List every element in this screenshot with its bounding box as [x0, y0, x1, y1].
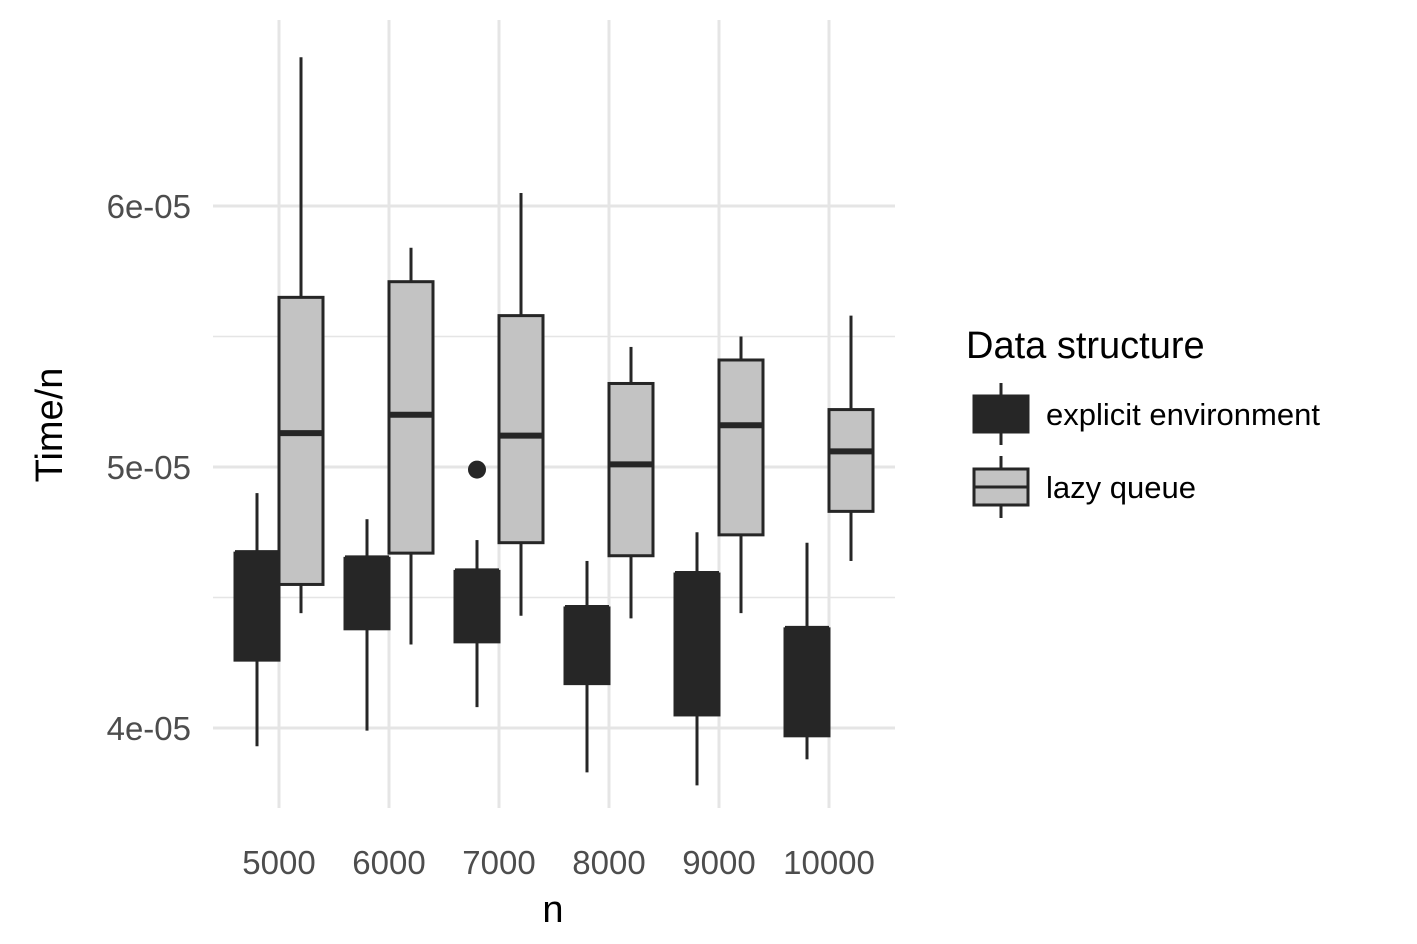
box-body: [233, 551, 281, 662]
minor-gridlines: [213, 335, 895, 599]
outlier-point: [468, 460, 486, 479]
legend-item-lazy-queue: lazy queue: [972, 456, 1196, 518]
y-tick-label: 5e-05: [107, 449, 191, 486]
box-body: [607, 381, 655, 558]
box-body: [343, 556, 391, 631]
legend: Data structure explicit environment lazy …: [966, 325, 1320, 518]
box-lazy-queue-10000: [827, 315, 875, 561]
box-lazy-queue-9000: [717, 336, 765, 614]
box-body: [827, 408, 875, 513]
box-body: [783, 627, 831, 738]
x-tick-label: 7000: [462, 844, 535, 881]
box-explicit-environment-10000: [783, 542, 831, 760]
box-explicit-environment-9000: [673, 532, 721, 786]
box-lazy-queue-7000: [497, 192, 545, 616]
legend-label: lazy queue: [1046, 470, 1196, 505]
x-tick-label: 5000: [242, 844, 315, 881]
y-tick-label: 6e-05: [107, 188, 191, 225]
box-body: [497, 314, 545, 545]
box-body: [563, 606, 611, 686]
legend-item-explicit-environment: explicit environment: [972, 383, 1320, 445]
x-tick-label: 6000: [352, 844, 425, 881]
legend-items: explicit environment lazy queue: [972, 383, 1320, 518]
x-axis-title: n: [542, 889, 563, 931]
x-tick-label: 10000: [783, 844, 875, 881]
box-explicit-environment-8000: [563, 560, 611, 773]
box-body: [673, 572, 721, 717]
y-tick-label: 4e-05: [107, 710, 191, 747]
box-lazy-queue-8000: [607, 346, 655, 619]
x-axis-ticks: 5000 6000 7000 8000 9000 10000: [242, 844, 875, 881]
box-lazy-queue-5000: [277, 57, 325, 614]
y-axis-ticks: 4e-05 5e-05 6e-05: [107, 188, 191, 747]
box-body: [453, 569, 501, 644]
box-body: [717, 358, 765, 537]
legend-title: Data structure: [966, 325, 1205, 367]
x-tick-label: 8000: [572, 844, 645, 881]
x-tick-label: 9000: [682, 844, 755, 881]
box-explicit-environment-7000: [453, 460, 501, 708]
box-plot-series: [233, 57, 875, 786]
box-explicit-environment-6000: [343, 519, 391, 731]
box-lazy-queue-6000: [387, 247, 435, 645]
box-body: [277, 295, 325, 586]
box-explicit-environment-5000: [233, 493, 281, 747]
legend-label: explicit environment: [1046, 397, 1320, 432]
y-axis-title: Time/n: [29, 368, 71, 483]
